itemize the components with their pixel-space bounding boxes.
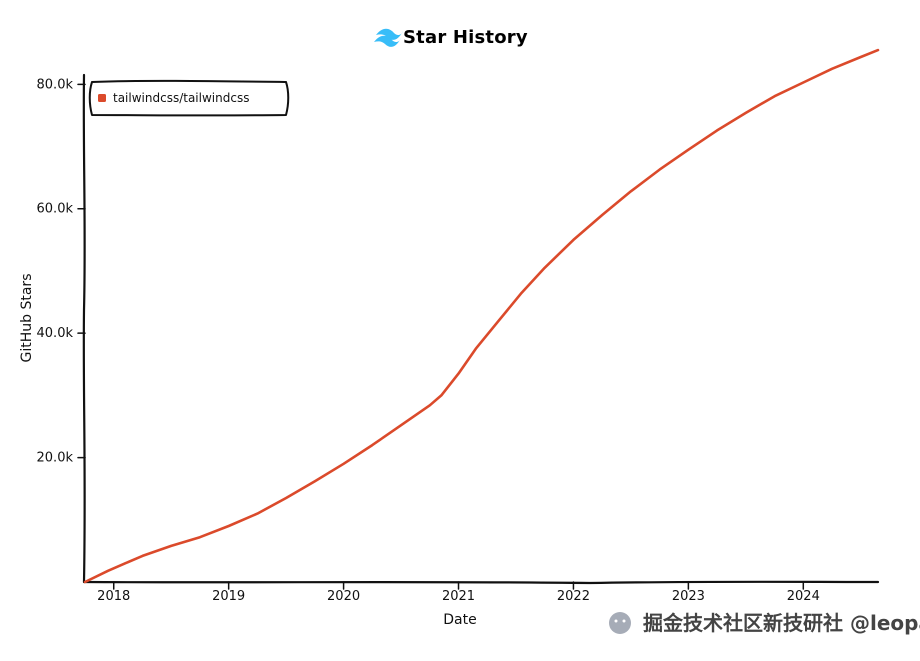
y-axis-line [84,75,85,582]
y-tick-label-80.0k: 80.0k [37,77,74,92]
chart-title-group: Star History [374,27,528,48]
ticks-group: 20.0k 40.0k 60.0k 80.0k 2018 2019 2020 2021 2022… [37,77,820,604]
legend: tailwindcss/tailwindcss [90,81,289,116]
legend-color-swatch [98,94,106,102]
x-axis-label: Date [443,612,476,628]
watermark-badge-icon [609,612,631,634]
axes-group [84,75,878,583]
watermark-badge-eye-left-icon [615,620,618,623]
x-tick-label-2020: 2020 [327,589,360,604]
x-tick-label-2021: 2021 [442,589,475,604]
x-tick-label-2018: 2018 [97,589,130,604]
y-tick-label-40.0k: 40.0k [37,326,74,341]
x-tick-label-2024: 2024 [787,589,820,604]
y-axis-label: GitHub Stars [19,274,35,363]
series-line-0 [85,50,878,582]
watermark-text: 掘金技术社区新技研社 @leopai [643,611,920,635]
tailwind-logo-icon [374,29,403,47]
x-tick-label-2019: 2019 [212,589,245,604]
series-group [85,50,878,582]
x-tick-label-2022: 2022 [557,589,590,604]
x-axis-line [84,582,878,583]
legend-series-label: tailwindcss/tailwindcss [113,91,249,105]
x-tick-label-2023: 2023 [672,589,705,604]
watermark: 掘金技术社区新技研社 @leopai [609,611,920,635]
chart-title: Star History [403,27,528,48]
watermark-badge-eye-right-icon [623,620,626,623]
y-tick-label-20.0k: 20.0k [37,451,74,466]
y-tick-label-60.0k: 60.0k [37,202,74,217]
